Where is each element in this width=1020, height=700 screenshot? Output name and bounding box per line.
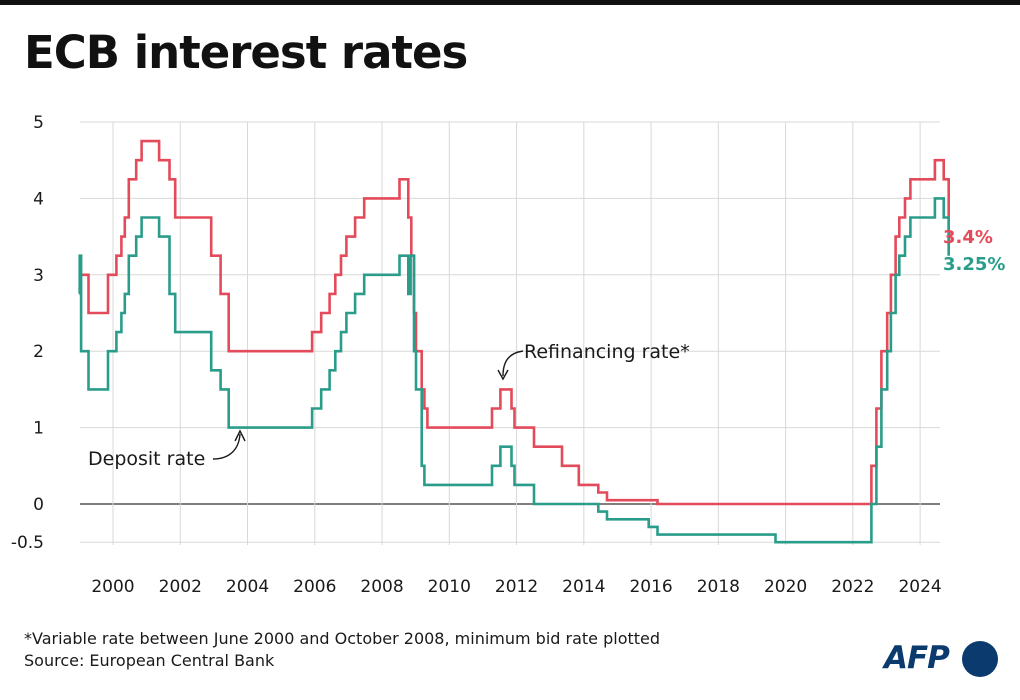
x-tick-label: 2012 xyxy=(495,577,538,597)
deposit-rate-arrow xyxy=(212,433,241,460)
y-tick-label: 2 xyxy=(33,342,44,362)
y-tick-label: 3 xyxy=(33,266,44,286)
y-tick-label: 4 xyxy=(33,189,44,209)
x-tick-label: 2004 xyxy=(226,577,269,597)
refinancing-rate-arrow xyxy=(502,350,524,377)
x-tick-label: 2000 xyxy=(91,577,134,597)
y-tick-label: 5 xyxy=(33,113,44,133)
y-tick-label: 1 xyxy=(33,419,44,439)
x-tick-label: 2018 xyxy=(697,577,740,597)
x-tick-label: 2016 xyxy=(629,577,672,597)
refinancing-rate-annotation: Refinancing rate* xyxy=(524,341,690,363)
deposit-rate-annotation: Deposit rate xyxy=(88,448,205,470)
chart-title: ECB interest rates xyxy=(24,26,468,79)
x-tick-label: 2010 xyxy=(428,577,471,597)
deposit-rate-line xyxy=(78,197,950,544)
y-axis-ticks: 5 4 3 2 1 0 -0.5 xyxy=(11,113,44,553)
grid-layer xyxy=(80,121,940,545)
afp-logo: AFP xyxy=(884,638,1000,682)
source-text: Source: European Central Bank xyxy=(24,651,275,670)
deposit-rate-end-label: 3.25% xyxy=(943,254,1005,275)
x-tick-label: 2022 xyxy=(831,577,874,597)
afp-logo-circle xyxy=(962,641,998,677)
footnote-text: *Variable rate between June 2000 and Oct… xyxy=(24,629,661,648)
x-tick-label: 2008 xyxy=(360,577,403,597)
end-labels: 3.4% 3.25% xyxy=(943,227,1005,275)
y-tick-label: -0.5 xyxy=(11,533,44,553)
y-tick-label: 0 xyxy=(33,495,44,515)
x-axis-ticks: 2000 2002 2004 2006 2008 2010 2012 2014 2016 2018… xyxy=(91,577,941,597)
deposit-rate-arrowhead xyxy=(234,429,246,442)
refinancing-rate-arrowhead xyxy=(497,369,509,381)
top-rule xyxy=(0,0,1020,5)
x-tick-label: 2024 xyxy=(898,577,941,597)
x-tick-label: 2002 xyxy=(159,577,202,597)
footnote-block: *Variable rate between June 2000 and Oct… xyxy=(24,628,660,672)
refinancing-rate-line xyxy=(79,139,950,506)
x-tick-label: 2014 xyxy=(562,577,605,597)
series-layer xyxy=(78,139,950,544)
x-tick-label: 2020 xyxy=(764,577,807,597)
x-tick-label: 2006 xyxy=(293,577,336,597)
refinancing-rate-end-label: 3.4% xyxy=(943,227,993,248)
annotation-layer: Refinancing rate* Deposit rate xyxy=(88,341,690,470)
afp-logo-text: AFP xyxy=(884,640,950,676)
